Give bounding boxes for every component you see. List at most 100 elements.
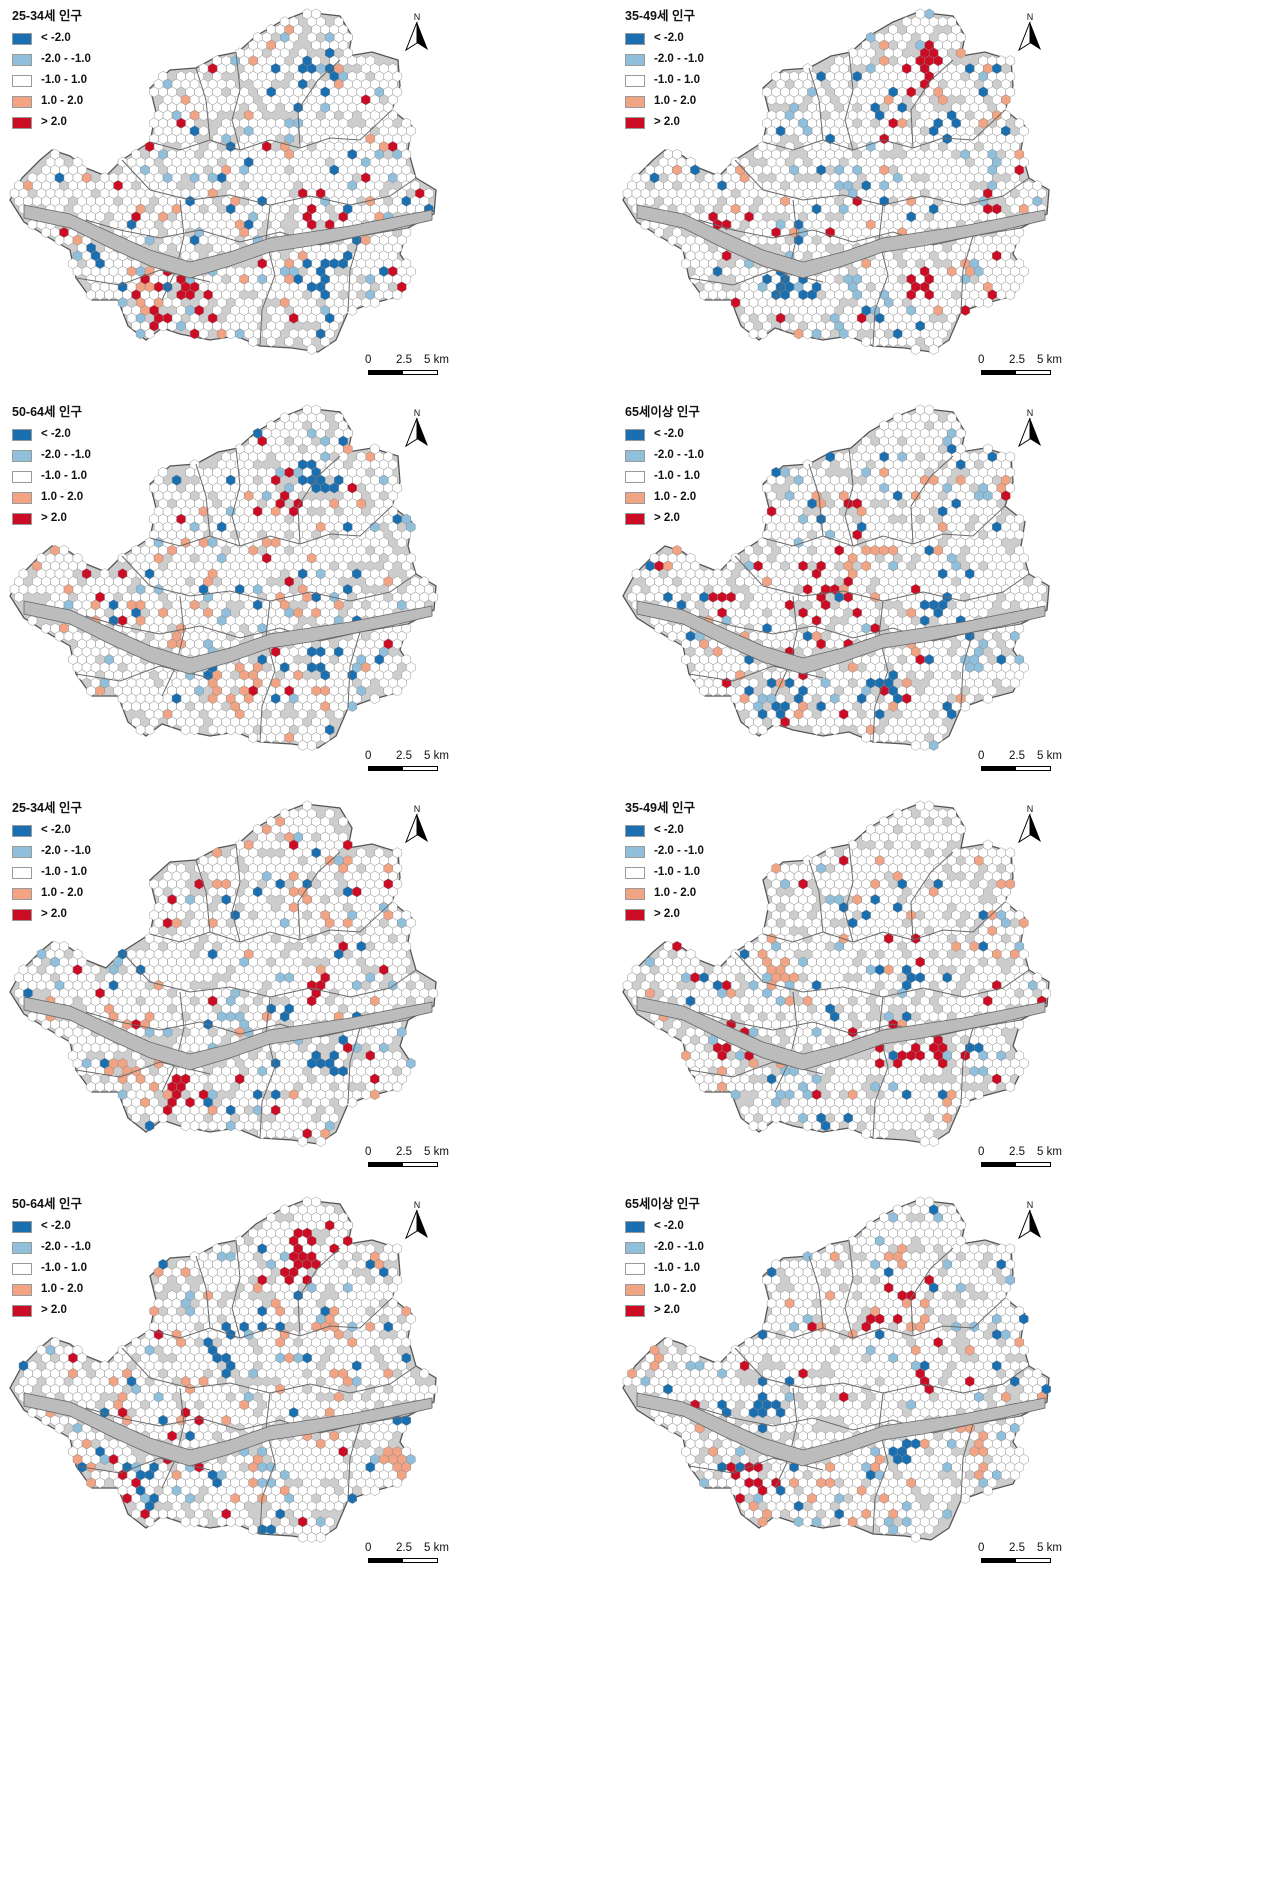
legend-swatch	[625, 32, 645, 45]
scale-tick-label: 5 km	[424, 354, 449, 366]
hex-cell	[370, 552, 380, 564]
legend-item: > 2.0	[625, 112, 704, 133]
legend-label: -2.0 - -1.0	[654, 449, 704, 461]
hex-grid	[9, 404, 439, 751]
han-river	[23, 204, 433, 279]
hex-cell	[144, 328, 155, 340]
hex-cell	[983, 297, 993, 309]
hex-cell	[1010, 677, 1020, 689]
hex-cell	[1001, 490, 1011, 502]
district-boundary	[762, 505, 1006, 547]
scale-bar: 0 2.5 5 km	[978, 750, 1076, 780]
scale-tick-label: 2.5	[396, 750, 412, 762]
hex-cell	[370, 297, 380, 309]
district-boundary	[960, 631, 974, 709]
legend-label: -1.0 - 1.0	[654, 74, 701, 86]
district-boundary	[259, 600, 276, 743]
hex-cell	[275, 70, 285, 82]
district-boundary	[297, 455, 341, 545]
hexbin-map	[622, 8, 1050, 355]
scale-tick-label: 5 km	[424, 750, 449, 762]
district-boundary	[347, 631, 361, 709]
hex-cell	[158, 242, 168, 254]
hex-cell	[189, 250, 200, 262]
district-boundary	[762, 109, 1006, 151]
legend-title: 65세이상 인구	[625, 405, 700, 419]
district-boundary	[149, 109, 393, 151]
hex-cell	[910, 343, 921, 355]
hex-grid	[622, 8, 1047, 355]
hex-cell	[270, 568, 281, 580]
hex-grid	[14, 800, 439, 1147]
legend-swatch	[12, 428, 32, 441]
scale-tick-label: 5 km	[1037, 354, 1062, 366]
han-river	[636, 600, 1046, 675]
legend-label: 1.0 - 2.0	[654, 491, 697, 503]
district-boundary	[195, 463, 211, 537]
hex-cell	[189, 724, 200, 736]
hex-cell	[1005, 55, 1016, 67]
legend-swatch	[625, 491, 645, 504]
hex-cell	[937, 94, 948, 106]
legend-item: > 2.0	[12, 508, 91, 529]
hex-cell	[392, 685, 403, 697]
hex-cell	[135, 630, 146, 642]
hex-cell	[1014, 529, 1025, 541]
district-boundary	[774, 199, 798, 301]
legend-item: -1.0 - 1.0	[12, 70, 91, 91]
hex-cell	[320, 732, 330, 744]
han-river	[636, 204, 1046, 279]
legend-item: -1.0 - 1.0	[625, 466, 704, 487]
district-boundary	[347, 235, 361, 313]
hex-cell	[730, 219, 741, 231]
hex-grid	[9, 8, 434, 355]
hex-cell	[928, 343, 939, 355]
hex-cell	[198, 125, 209, 137]
legend-label: > 2.0	[654, 116, 680, 128]
district-boundary	[808, 67, 824, 141]
district-boundary	[774, 595, 798, 697]
hex-cell	[978, 607, 989, 619]
map-panel: 50-64세 인구 < -2.0 -2.0 - -1.0 -1.0 - 1.0 1.0 …	[0, 396, 642, 870]
hex-cell	[144, 724, 155, 736]
legend-item: 1.0 - 2.0	[12, 487, 91, 508]
legend-label: < -2.0	[41, 428, 71, 440]
legend-swatch	[625, 116, 645, 129]
legend-swatch	[12, 95, 32, 108]
legend-item: > 2.0	[625, 508, 704, 529]
legend-label: 1.0 - 2.0	[41, 491, 84, 503]
hex-cell	[248, 336, 258, 348]
hex-cell	[757, 328, 768, 340]
legend-title: 50-64세 인구	[12, 405, 82, 419]
hex-cell	[820, 328, 831, 340]
scale-bar: 0 2.5 5 km	[365, 354, 463, 384]
hex-cell	[757, 724, 768, 736]
scale-bar: 0 2.5 5 km	[978, 354, 1076, 384]
hex-cell	[654, 226, 664, 238]
legend-label: -1.0 - 1.0	[41, 74, 88, 86]
hex-cell	[1005, 638, 1016, 650]
legend-item: > 2.0	[12, 112, 91, 133]
legend-item: -2.0 - -1.0	[625, 445, 704, 466]
hex-cell	[946, 708, 957, 720]
legend-swatch	[625, 512, 645, 525]
legend-swatch	[625, 53, 645, 66]
hex-cell	[847, 328, 858, 340]
hex-cell	[802, 646, 813, 658]
hex-cell	[960, 700, 971, 712]
hex-cell	[397, 995, 407, 1007]
legend-label: 1.0 - 2.0	[41, 95, 84, 107]
map-panel: 35-49세 인구 < -2.0 -2.0 - -1.0 -1.0 - 1.0 1.0 …	[613, 0, 1255, 474]
legend-swatch	[625, 95, 645, 108]
district-boundary	[195, 67, 211, 141]
hex-cell	[257, 451, 267, 463]
scale-tick-label: 2.5	[396, 354, 412, 366]
legend-item: -2.0 - -1.0	[625, 49, 704, 70]
north-arrow-icon: N	[402, 12, 432, 52]
district-boundary	[872, 600, 889, 743]
legend-swatch	[625, 74, 645, 87]
district-boundary	[844, 447, 854, 547]
hex-cell	[428, 591, 439, 603]
legend-item: -1.0 - 1.0	[12, 466, 91, 487]
legend-item: -2.0 - -1.0	[12, 445, 91, 466]
